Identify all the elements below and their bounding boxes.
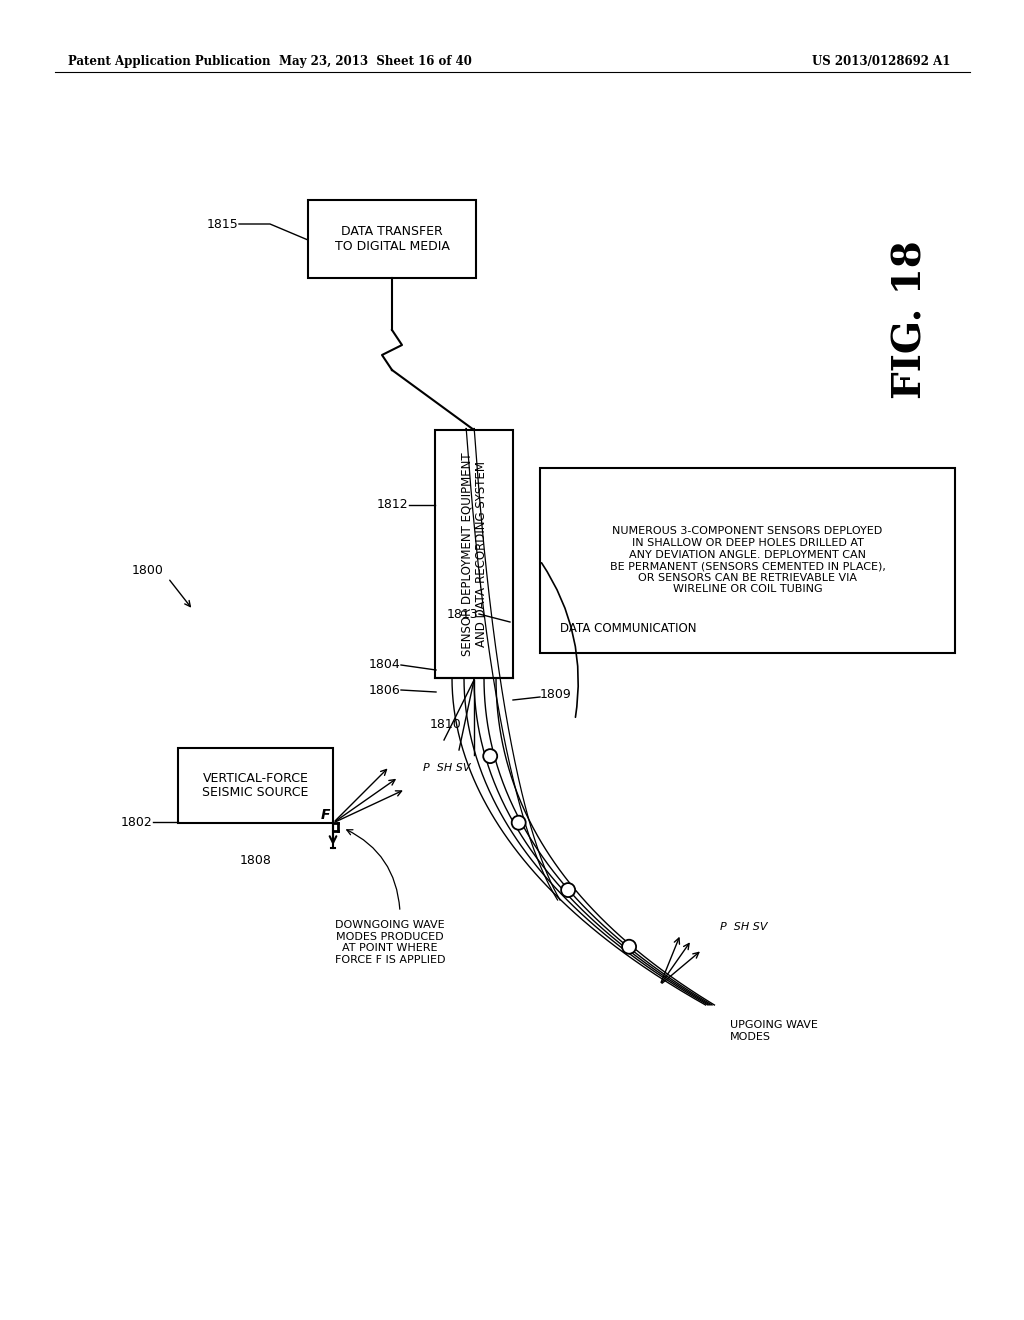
Text: 1810: 1810 [430,718,462,731]
Text: 1812: 1812 [377,499,408,511]
Text: 1802: 1802 [120,816,152,829]
Text: FIG. 18: FIG. 18 [891,240,929,400]
FancyBboxPatch shape [178,748,333,822]
Text: UPGOING WAVE
MODES: UPGOING WAVE MODES [730,1020,818,1041]
Text: VERTICAL-FORCE
SEISMIC SOURCE: VERTICAL-FORCE SEISMIC SOURCE [203,771,308,800]
Text: P  SH SV: P SH SV [720,921,768,932]
Text: May 23, 2013  Sheet 16 of 40: May 23, 2013 Sheet 16 of 40 [279,55,471,69]
Text: 1809: 1809 [540,689,571,701]
FancyBboxPatch shape [435,430,513,678]
Text: 1800: 1800 [132,564,164,577]
Text: 1813: 1813 [446,607,478,620]
Text: DOWNGOING WAVE
MODES PRODUCED
AT POINT WHERE
FORCE F IS APPLIED: DOWNGOING WAVE MODES PRODUCED AT POINT W… [335,920,445,965]
Text: F: F [321,808,330,822]
Circle shape [483,750,498,763]
Text: 1808: 1808 [240,854,271,867]
Circle shape [512,816,525,830]
Circle shape [623,940,636,954]
Text: NUMEROUS 3-COMPONENT SENSORS DEPLOYED
IN SHALLOW OR DEEP HOLES DRILLED AT
ANY DE: NUMEROUS 3-COMPONENT SENSORS DEPLOYED IN… [609,527,886,594]
Text: P  SH SV: P SH SV [423,763,470,774]
Text: Patent Application Publication: Patent Application Publication [68,55,270,69]
Text: DATA TRANSFER
TO DIGITAL MEDIA: DATA TRANSFER TO DIGITAL MEDIA [335,224,450,253]
Text: DATA COMMUNICATION: DATA COMMUNICATION [560,622,696,635]
Text: 1804: 1804 [369,659,400,672]
FancyBboxPatch shape [540,469,955,653]
Circle shape [561,883,575,898]
Text: SENSOR DEPLOYMENT EQUIPMENT
AND DATA-RECORDING SYSTEM: SENSOR DEPLOYMENT EQUIPMENT AND DATA-REC… [460,453,488,656]
Text: US 2013/0128692 A1: US 2013/0128692 A1 [812,55,950,69]
FancyBboxPatch shape [308,201,476,279]
Text: 1815: 1815 [206,218,238,231]
Text: 1806: 1806 [369,684,400,697]
